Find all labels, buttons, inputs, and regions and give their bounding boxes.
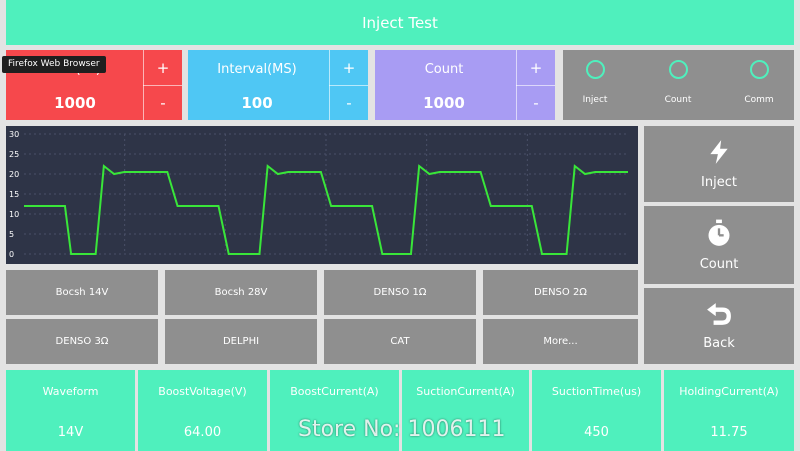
footer-waveform: Waveform 14V xyxy=(6,370,135,451)
indicator-count-label: Count xyxy=(664,95,692,105)
waveform-chart: 0 5 10 15 20 25 30 xyxy=(6,126,638,264)
interval-panel: Interval(MS) 100 + - xyxy=(188,50,368,120)
preset-denso-3ohm-button[interactable]: DENSO 3Ω xyxy=(6,319,158,364)
plus-width-increment-button[interactable]: + xyxy=(143,50,182,86)
footer-boost-voltage: BoostVoltage(V) 64.00 xyxy=(138,370,267,451)
chart-y-tick-label: 30 xyxy=(9,130,19,139)
inject-button-label: Inject xyxy=(701,174,737,190)
inject-status-ring-icon xyxy=(585,60,605,79)
page-title-bar: Inject Test xyxy=(6,0,794,45)
chart-y-tick-label: 15 xyxy=(9,190,19,199)
interval-increment-button[interactable]: + xyxy=(329,50,368,86)
preset-bosch-28v-button[interactable]: Bocsh 28V xyxy=(165,270,317,315)
preset-more-button[interactable]: More... xyxy=(483,319,638,364)
preset-cat-button[interactable]: CAT xyxy=(324,319,476,364)
interval-value[interactable]: 100 xyxy=(241,94,273,112)
count-status-ring-icon xyxy=(668,60,688,79)
boost-current-label: BoostCurrent(A) xyxy=(290,385,379,398)
preset-denso-2ohm-button[interactable]: DENSO 2Ω xyxy=(483,270,638,315)
waveform-value: 14V xyxy=(57,425,84,440)
count-button[interactable]: Count xyxy=(644,206,794,284)
indicator-comm: Comm xyxy=(724,60,794,105)
back-button-label: Back xyxy=(703,335,735,351)
chart-y-tick-label: 25 xyxy=(9,150,19,159)
plus-width-value[interactable]: 1000 xyxy=(54,94,96,112)
footer-suction-time: SuctionTime(us) 450 xyxy=(532,370,661,451)
waveform-label: Waveform xyxy=(42,385,99,398)
waveform-series-line xyxy=(24,164,628,255)
holding-current-label: HoldingCurrent(A) xyxy=(679,385,779,398)
boost-voltage-value: 64.00 xyxy=(183,425,222,440)
preset-delphi-button[interactable]: DELPHI xyxy=(165,319,317,364)
suction-time-value: 450 xyxy=(584,425,609,440)
inject-button[interactable]: Inject xyxy=(644,126,794,202)
interval-label: Interval(MS) xyxy=(217,62,297,77)
preset-denso-1ohm-button[interactable]: DENSO 1Ω xyxy=(324,270,476,315)
indicator-inject-label: Inject xyxy=(582,95,608,105)
stopwatch-icon xyxy=(708,219,730,246)
chart-y-tick-label: 0 xyxy=(9,250,14,259)
plus-width-decrement-button[interactable]: - xyxy=(143,85,182,120)
indicator-inject: Inject xyxy=(560,60,630,105)
page-title: Inject Test xyxy=(362,13,438,32)
indicator-comm-label: Comm xyxy=(744,95,774,105)
back-arrow-icon xyxy=(707,302,731,325)
suction-current-label: SuctionCurrent(A) xyxy=(416,385,515,398)
status-indicators-panel: Inject Count Comm xyxy=(563,50,794,120)
store-watermark: Store No: 1006111 xyxy=(298,417,506,442)
holding-current-value: 11.75 xyxy=(710,425,748,440)
comm-status-ring-icon xyxy=(749,60,769,79)
chart-y-tick-label: 20 xyxy=(9,170,19,179)
back-button[interactable]: Back xyxy=(644,288,794,364)
footer-holding-current: HoldingCurrent(A) 11.75 xyxy=(664,370,794,451)
count-button-label: Count xyxy=(699,256,739,272)
chart-y-tick-label: 5 xyxy=(9,230,14,239)
footer-suction-current: SuctionCurrent(A) xyxy=(402,370,529,451)
preset-bosch-14v-button[interactable]: Bocsh 14V xyxy=(6,270,158,315)
lightning-icon xyxy=(710,139,728,164)
interval-decrement-button[interactable]: - xyxy=(329,85,368,120)
footer-boost-current: BoostCurrent(A) xyxy=(270,370,399,451)
suction-time-label: SuctionTime(us) xyxy=(551,385,642,398)
count-label: Count xyxy=(424,62,464,77)
chart-y-tick-label: 10 xyxy=(9,210,19,219)
browser-tooltip: Firefox Web Browser xyxy=(2,56,106,73)
count-decrement-button[interactable]: - xyxy=(516,85,555,120)
count-value[interactable]: 1000 xyxy=(423,94,465,112)
count-panel: Count 1000 + - xyxy=(375,50,555,120)
indicator-count: Count xyxy=(643,60,713,105)
waveform-chart-svg: 0 5 10 15 20 25 30 xyxy=(9,130,628,259)
count-increment-button[interactable]: + xyxy=(516,50,555,86)
boost-voltage-label: BoostVoltage(V) xyxy=(158,385,247,398)
